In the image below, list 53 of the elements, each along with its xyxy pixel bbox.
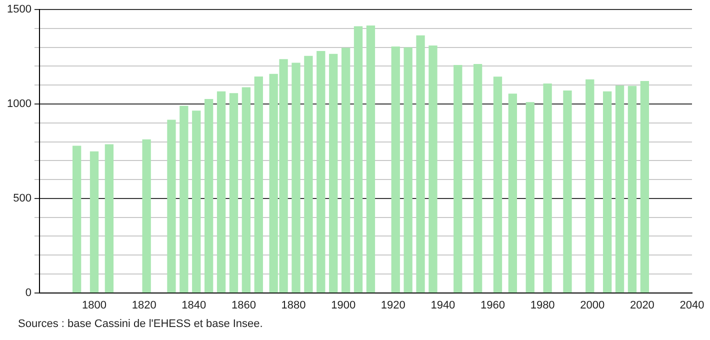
- bar: [543, 83, 552, 293]
- bar: [366, 26, 376, 293]
- bar: [454, 64, 462, 293]
- bar: [104, 144, 114, 293]
- y-tick-label: 1500: [6, 4, 32, 16]
- bar: [586, 79, 594, 293]
- bar: [72, 146, 82, 293]
- bar: [216, 91, 226, 293]
- x-tick-label: 1820: [132, 299, 156, 312]
- bar: [416, 35, 425, 293]
- x-tick-label: 2000: [580, 299, 605, 312]
- bar: [341, 48, 350, 293]
- x-tick-label: 1940: [430, 299, 456, 312]
- x-tick-label: 1960: [480, 299, 505, 312]
- x-tick-label: 2040: [680, 299, 704, 312]
- bar: [473, 64, 482, 293]
- bar: [304, 56, 313, 293]
- bar: [391, 46, 400, 293]
- x-tick-label: 2020: [630, 299, 654, 312]
- bar: [329, 54, 338, 293]
- bar: [354, 26, 363, 293]
- x-tick-label: 1920: [380, 299, 406, 312]
- source-note: Sources : base Cassini de l'EHESS et base Insee.: [18, 318, 263, 330]
- bar: [628, 86, 637, 293]
- bar: [316, 50, 326, 293]
- bar: [563, 90, 572, 293]
- bar: [615, 86, 624, 293]
- bar: [493, 76, 502, 293]
- x-tick-label: 1840: [182, 299, 206, 312]
- bar: [602, 91, 612, 293]
- bar: [292, 62, 300, 293]
- bar: [254, 76, 263, 293]
- bar: [526, 102, 534, 293]
- x-tick-label: 1880: [281, 299, 306, 312]
- bar: [404, 47, 412, 293]
- y-tick-label: 0: [25, 286, 32, 299]
- bar: [142, 139, 151, 293]
- y-tick-label: 500: [13, 192, 32, 204]
- bar: [90, 151, 99, 293]
- bar: [242, 87, 251, 293]
- bar: [229, 93, 238, 293]
- y-tick-label: 1000: [6, 98, 32, 110]
- bar: [167, 120, 176, 293]
- bar: [192, 110, 201, 293]
- bar: [428, 46, 438, 293]
- x-tick-label: 1800: [82, 299, 107, 312]
- bar: [640, 81, 650, 293]
- x-tick-label: 1900: [331, 299, 356, 312]
- x-tick-label: 1860: [231, 299, 256, 312]
- bar: [204, 98, 214, 293]
- x-tick-label: 1980: [530, 299, 555, 312]
- bar: [508, 94, 518, 293]
- bar: [180, 106, 188, 293]
